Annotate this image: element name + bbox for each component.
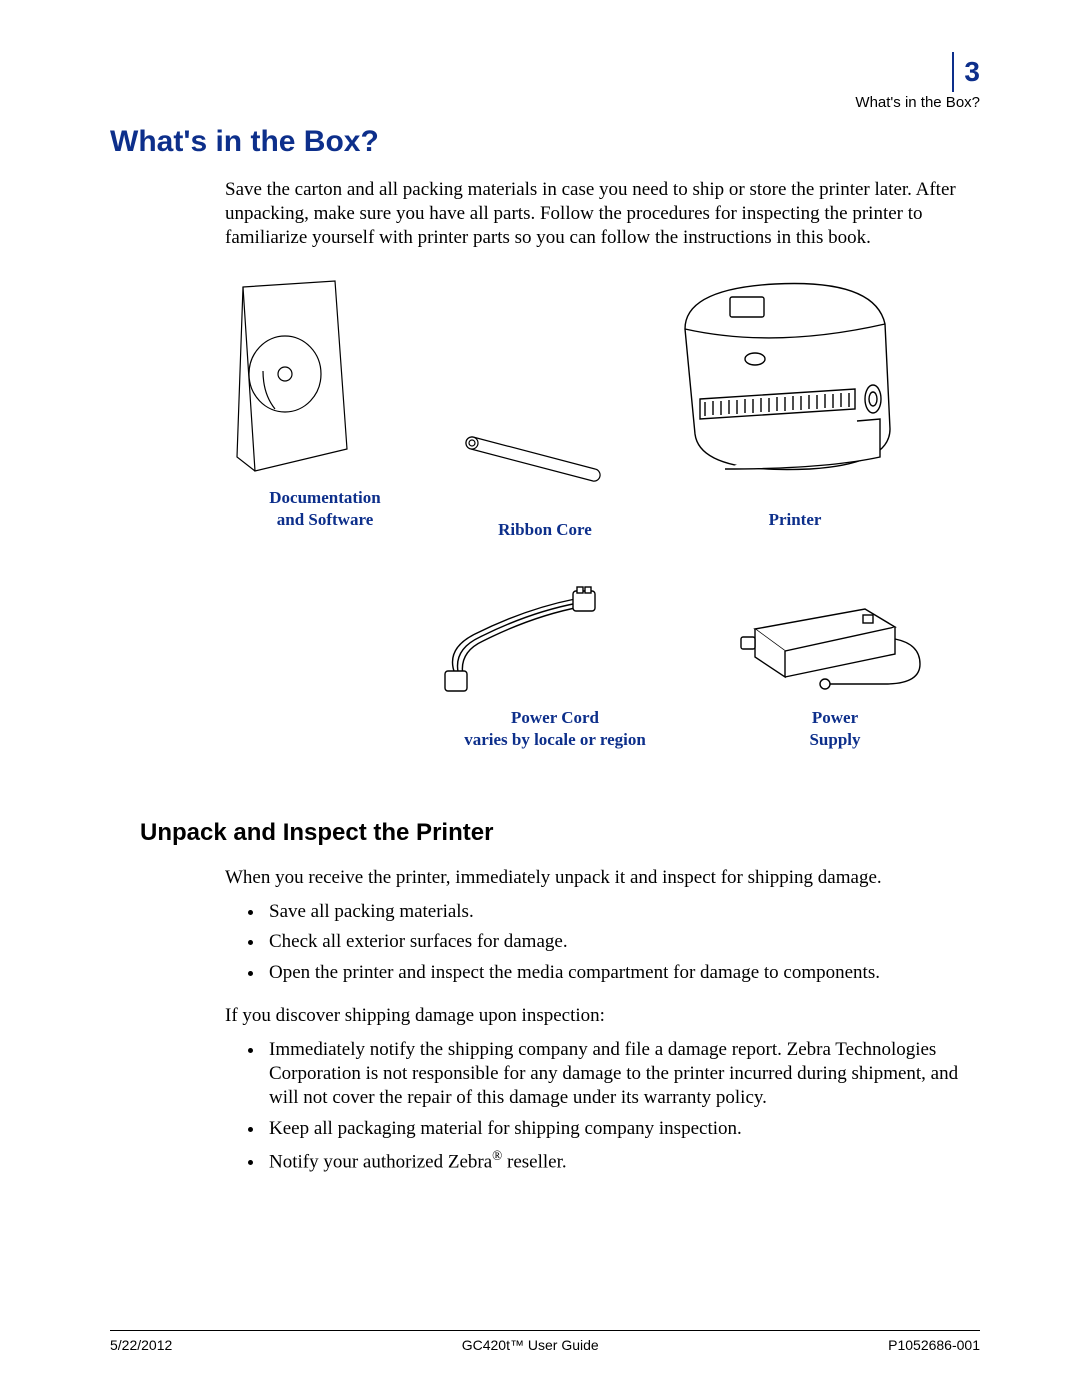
fig-label: Power Supply (715, 707, 955, 750)
list-item: Open the printer and inspect the media c… (265, 961, 980, 985)
post-bullet-text: If you discover shipping damage upon ins… (225, 1004, 980, 1028)
subsection-intro: When you receive the printer, immediatel… (225, 866, 980, 890)
registered-mark: ® (492, 1148, 502, 1163)
subsection-title: Unpack and Inspect the Printer (140, 819, 980, 847)
fig-printer: Printer (645, 269, 945, 530)
list-item: Immediately notify the shipping company … (265, 1038, 980, 1111)
ribbon-core-icon (455, 419, 615, 489)
fig-ribbon-core: Ribbon Core (455, 419, 635, 540)
footer-title: GC420t™ User Guide (462, 1337, 599, 1353)
list-item: Keep all packaging material for shipping… (265, 1117, 980, 1141)
fig-power-supply: Power Supply (715, 589, 955, 750)
page: 3 What's in the Box? What's in the Box? … (0, 0, 1080, 1397)
box-contents-figure: Documentation and Software Ribbon Core (225, 279, 980, 799)
fig-label: Ribbon Core (455, 519, 635, 540)
list-item: Notify your authorized Zebra® reseller. (265, 1147, 980, 1175)
bullet-list-2: Immediately notify the shipping company … (265, 1038, 980, 1175)
header-divider (952, 52, 954, 92)
page-number: 3 (964, 56, 980, 88)
section-title: What's in the Box? (110, 125, 980, 159)
power-cord-icon (425, 579, 625, 699)
fig-label: Documentation and Software (215, 487, 435, 530)
fig-power-cord: Power Cord varies by locale or region (425, 579, 685, 750)
fig-label: Power Cord varies by locale or region (425, 707, 685, 750)
page-footer: 5/22/2012 GC420t™ User Guide P1052686-00… (110, 1330, 980, 1353)
page-header: 3 What's in the Box? (855, 52, 980, 111)
documentation-icon (215, 279, 365, 479)
bullet-list-1: Save all packing materials. Check all ex… (265, 900, 980, 985)
power-supply-icon (715, 589, 935, 699)
fig-documentation: Documentation and Software (215, 279, 435, 530)
footer-date: 5/22/2012 (110, 1337, 172, 1353)
intro-paragraph: Save the carton and all packing material… (225, 178, 980, 249)
fig-label: Printer (645, 509, 945, 530)
breadcrumb: What's in the Box? (855, 94, 980, 111)
list-item: Check all exterior surfaces for damage. (265, 930, 980, 954)
footer-docnum: P1052686-001 (888, 1337, 980, 1353)
printer-icon (645, 269, 925, 489)
list-item: Save all packing materials. (265, 900, 980, 924)
